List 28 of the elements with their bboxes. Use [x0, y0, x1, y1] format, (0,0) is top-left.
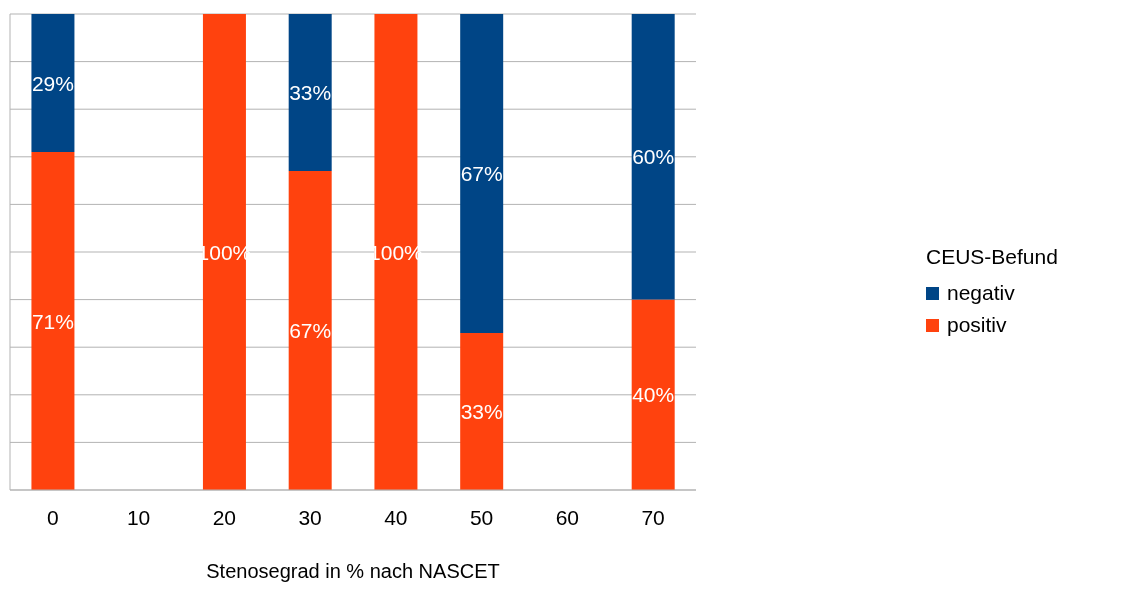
bar [631, 299, 675, 490]
data-label: 29% [31, 71, 74, 95]
x-tick-label: 70 [641, 505, 665, 529]
data-label: 71% [31, 309, 74, 333]
bar [460, 14, 504, 333]
bar [31, 14, 75, 153]
x-tick-label: 0 [47, 505, 59, 529]
data-label: 40% [632, 383, 675, 407]
legend-label: negativ [947, 281, 1015, 305]
x-tick-label: 60 [555, 505, 580, 529]
bar [460, 332, 504, 490]
data-label: 60% [632, 145, 675, 169]
data-label: 67% [460, 161, 503, 185]
legend-title: CEUS-Befund [926, 245, 1059, 269]
x-tick-label: 10 [126, 505, 151, 529]
bar [288, 14, 332, 172]
data-label: 33% [289, 81, 332, 105]
x-tick-label: 40 [384, 505, 408, 529]
data-label: 33% [460, 399, 503, 423]
x-axis-title: Stenosegrad in % nach NASCET [206, 560, 500, 582]
x-tick-label: 20 [212, 505, 237, 529]
x-tick-label: 30 [298, 505, 322, 529]
data-label: 67% [289, 319, 332, 343]
bar [31, 152, 75, 490]
x-tick-label: 50 [469, 505, 494, 529]
bar [288, 171, 332, 490]
bar [631, 14, 675, 300]
legend-label: positiv [947, 313, 1007, 337]
